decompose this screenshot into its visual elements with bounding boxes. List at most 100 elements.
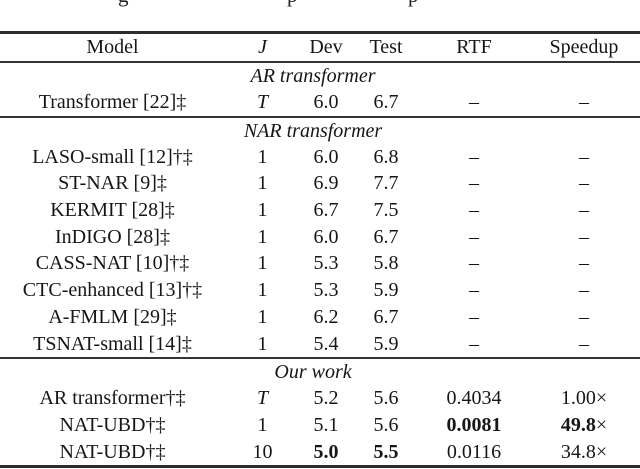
cell-test: 6.7: [373, 91, 399, 113]
cell-speedup: –: [579, 199, 589, 222]
cell-model: TSNAT-small [14]‡: [33, 332, 192, 355]
cell-test: 5.6: [373, 413, 399, 436]
cell-model: NAT-UBD†‡: [59, 413, 166, 436]
cell-speedup: –: [579, 252, 589, 275]
cell-model: InDIGO [28]‡: [55, 225, 170, 248]
cell-speedup: 1.00×: [528, 385, 640, 412]
cell-model: AR transformer†‡: [39, 387, 186, 410]
column-header-model: Model: [86, 36, 139, 58]
table-row: AR transformer†‡ T 5.2 5.6 0.4034 1.00×: [0, 385, 640, 412]
table-row: Transformer [22]‡ T 6.0 6.7 – –: [0, 89, 640, 116]
cell-dev: 6.0: [313, 91, 339, 113]
cell-j: 1: [257, 252, 268, 275]
cell-dev: 6.0: [313, 145, 339, 168]
cell-rtf: –: [469, 199, 479, 222]
times-sign: ×: [595, 413, 608, 436]
speedup-value: 1.00: [560, 387, 596, 410]
cell-rtf: 0.0116: [446, 440, 502, 463]
cell-model: KERMIT [28]‡: [50, 199, 175, 222]
cell-dev: 5.1: [313, 413, 339, 436]
cell-rtf: –: [469, 91, 479, 113]
table-row: CASS-NAT [10]†‡ 1 5.3 5.8 – –: [0, 250, 640, 277]
cell-test: 6.8: [373, 145, 399, 168]
section-label: Our work: [274, 361, 352, 384]
column-header-rtf: RTF: [456, 36, 492, 58]
cell-j: 1: [257, 225, 268, 248]
cell-dev: 5.3: [313, 279, 339, 302]
cell-rtf: –: [469, 252, 479, 275]
column-header-speedup: Speedup: [549, 36, 619, 58]
cell-j: 1: [257, 199, 268, 222]
cell-test: 5.5: [373, 440, 399, 463]
cell-test: 5.9: [373, 279, 399, 302]
section-rule: [0, 115, 640, 118]
column-header-j: J: [258, 36, 267, 58]
cell-model: NAT-UBD†‡: [59, 440, 166, 463]
table-row: A-FMLM [29]‡ 1 6.2 6.7 – –: [0, 304, 640, 331]
table-row: InDIGO [28]‡ 1 6.0 6.7 – –: [0, 224, 640, 251]
table-row: KERMIT [28]‡ 1 6.7 7.5 – –: [0, 197, 640, 224]
cell-speedup: –: [579, 225, 589, 248]
cell-dev: 6.0: [313, 225, 339, 248]
bottom-rule: [0, 465, 640, 469]
cell-model: CTC-enhanced [13]†‡: [22, 279, 203, 302]
cell-j: 1: [257, 172, 268, 195]
table-row: NAT-UBD†‡ 10 5.0 5.5 0.0116 34.8×: [0, 439, 640, 466]
cell-model: A-FMLM [29]‡: [48, 305, 177, 328]
cell-test: 7.7: [373, 172, 399, 195]
cell-test: 5.8: [373, 252, 399, 275]
cell-rtf: –: [469, 225, 479, 248]
times-sign: ×: [595, 440, 608, 463]
cell-speedup: 34.8×: [528, 439, 640, 466]
cell-speedup: –: [579, 305, 589, 328]
cell-test: 5.6: [373, 387, 399, 410]
caption-fragment: gpp: [0, 0, 640, 8]
cell-dev: 5.0: [313, 440, 339, 463]
cell-dev: 6.9: [313, 172, 339, 195]
caption-descender: p: [287, 0, 298, 6]
table-row: ST-NAR [9]‡ 1 6.9 7.7 – –: [0, 170, 640, 197]
table-row: NAT-UBD†‡ 1 5.1 5.6 0.0081 49.8×: [0, 412, 640, 439]
cell-test: 7.5: [373, 199, 399, 222]
cell-dev: 6.2: [313, 305, 339, 328]
section-label: AR transformer: [250, 65, 376, 87]
cell-dev: 6.7: [313, 199, 339, 222]
caption-descender: p: [408, 0, 419, 6]
times-sign: ×: [595, 387, 608, 410]
cell-speedup: –: [579, 332, 589, 355]
cell-speedup: 49.8×: [528, 412, 640, 439]
cell-j: 1: [257, 145, 268, 168]
speedup-value: 49.8: [560, 413, 596, 436]
cell-j: 1: [257, 332, 268, 355]
cell-rtf: 0.4034: [446, 387, 502, 410]
cell-rtf: 0.0081: [446, 413, 502, 436]
cell-j: T: [256, 91, 269, 113]
section-label: NAR transformer: [243, 119, 383, 142]
cell-test: 6.7: [373, 225, 399, 248]
column-header-dev: Dev: [309, 36, 343, 58]
cell-speedup: –: [579, 279, 589, 302]
table-body: AR transformer Transformer [22]‡ T 6.0 6.7 – –…: [0, 63, 640, 469]
section-rule: [0, 357, 640, 360]
cell-speedup: –: [579, 91, 589, 113]
results-table: Model J Dev Test RTF Speedup AR transfor…: [0, 31, 640, 469]
cell-j: 10: [252, 440, 273, 463]
cell-model: ST-NAR [9]‡: [58, 172, 167, 195]
cell-j: 1: [257, 305, 268, 328]
table-header-row: Model J Dev Test RTF Speedup: [0, 34, 640, 61]
cell-j: 1: [257, 279, 268, 302]
top-rule: [0, 31, 640, 34]
cell-test: 6.7: [373, 305, 399, 328]
cell-j: T: [256, 387, 269, 410]
caption-descender: g: [118, 0, 129, 6]
cell-test: 5.9: [373, 332, 399, 355]
cell-dev: 5.4: [313, 332, 339, 355]
cell-rtf: –: [469, 172, 479, 195]
cell-model: CASS-NAT [10]†‡: [35, 252, 190, 275]
table-row: TSNAT-small [14]‡ 1 5.4 5.9 – –: [0, 331, 640, 358]
column-header-test: Test: [369, 36, 403, 58]
cell-model: LASO-small [12]†‡: [32, 145, 193, 168]
cell-rtf: –: [469, 145, 479, 168]
cell-rtf: –: [469, 279, 479, 302]
